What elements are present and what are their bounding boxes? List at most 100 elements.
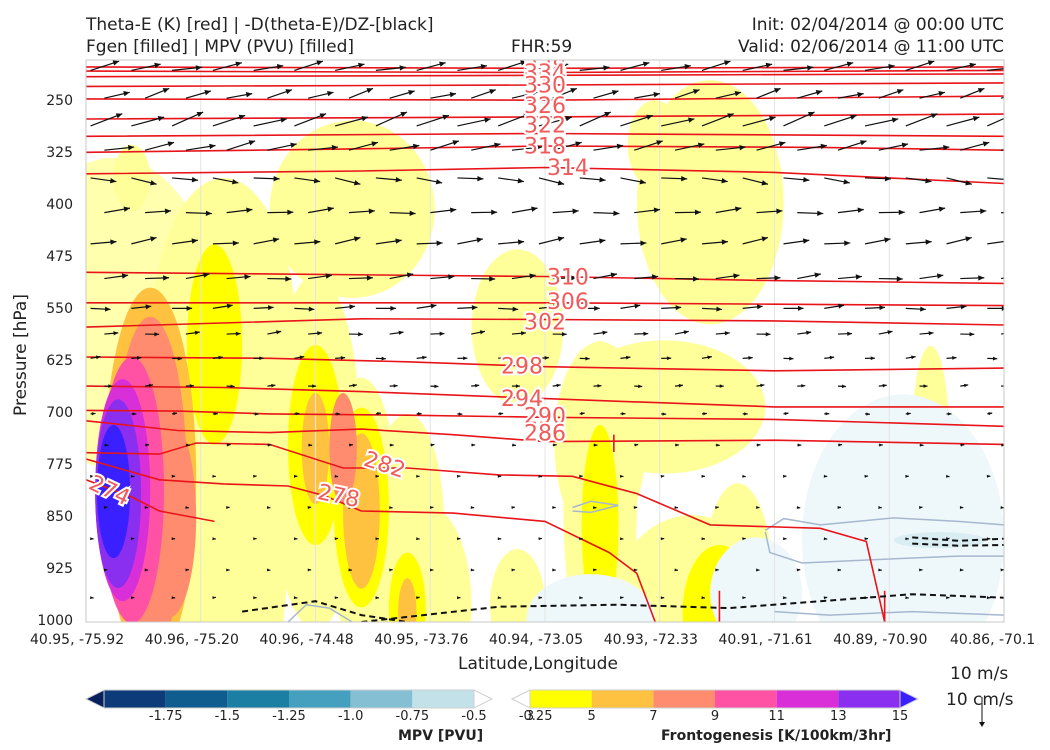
y-tick-label: 775 <box>46 456 73 473</box>
wind-vector-head <box>497 596 502 600</box>
wind-vector-head <box>742 596 746 600</box>
wind-vector-head <box>619 596 624 600</box>
wind-vector-head <box>651 274 659 280</box>
wind-vector-head <box>693 89 700 95</box>
wind-vector-head <box>878 505 882 510</box>
wind-vector-head <box>196 112 204 117</box>
dtheta-dz-contour <box>912 536 1004 542</box>
wind-vector-head <box>470 568 475 572</box>
colorbar-tick: -1.5 <box>214 709 241 724</box>
wind-vector-head <box>633 568 638 572</box>
wind-vector-head <box>235 331 241 336</box>
wind-vector-head <box>923 384 928 388</box>
wind-vector-head <box>416 596 420 600</box>
wind-vector-head <box>1000 568 1004 572</box>
wind-vector-head <box>850 114 857 120</box>
wind-vector-head <box>715 506 719 510</box>
wind-vector-head <box>123 206 130 212</box>
wind-vector-head <box>765 62 773 69</box>
frontogenesis-fill <box>370 413 445 622</box>
wind-vector-head <box>864 596 869 600</box>
wind-vector-head <box>616 143 624 150</box>
wind-vector-head <box>919 568 923 572</box>
wind-vector-head <box>1001 443 1004 447</box>
wind-vector-head <box>212 596 216 600</box>
wind-vector-head <box>90 596 94 600</box>
wind-vector-head <box>173 412 178 416</box>
wind-vector-head <box>267 443 272 447</box>
wind-vector-head <box>988 412 993 416</box>
wind-vector-head <box>972 116 980 122</box>
theta-e-label: 338 <box>524 55 566 80</box>
wind-vector-head <box>666 356 672 361</box>
wind-vector-head <box>112 60 120 66</box>
mpv-contour <box>287 603 353 622</box>
dtheta-dz-contour <box>912 542 1004 547</box>
wind-vector-head <box>353 180 361 186</box>
wind-vector-head <box>643 331 649 336</box>
wind-vector-head <box>756 568 760 572</box>
wind-vector-head <box>121 273 129 279</box>
wind-vector-head <box>361 116 368 122</box>
wind-vector-head <box>927 60 935 66</box>
wind-vector-head <box>579 537 583 541</box>
wind-vector-head <box>244 274 251 280</box>
colorbar-tick: 15 <box>891 709 909 724</box>
wind-vector-head <box>195 65 202 71</box>
wind-vector-head <box>946 537 950 541</box>
wind-vector-head <box>399 65 406 71</box>
wind-vector-head <box>235 61 242 67</box>
wind-vector-head <box>864 474 868 478</box>
wind-vector-head <box>452 140 459 146</box>
wind-vector-head <box>959 568 964 572</box>
wind-vector-head <box>599 177 606 183</box>
wind-vector-head <box>287 209 294 215</box>
wind-vector-head <box>660 596 665 600</box>
wind-vector-head <box>943 145 950 151</box>
y-tick-label: 1000 <box>37 613 73 629</box>
wind-vector-head <box>1001 305 1004 311</box>
wind-vector-head <box>1018 272 1024 277</box>
wind-vector-head <box>280 117 287 123</box>
wind-vector-head <box>684 63 691 70</box>
wind-vector-head <box>660 474 665 478</box>
wind-vector-head <box>783 474 787 478</box>
wind-vector-head <box>512 443 516 447</box>
wind-vector-head <box>474 383 480 388</box>
wind-vector-head <box>982 141 990 147</box>
wind-vector-head <box>789 356 794 361</box>
wind-vector-head <box>340 356 346 360</box>
plot-frame <box>85 59 1005 623</box>
wind-vector <box>987 117 1004 127</box>
wind-vector-head <box>1012 112 1019 117</box>
colorbar-tick: 7 <box>649 709 658 724</box>
mpv-fill <box>893 532 986 549</box>
wind-vector-head <box>776 208 783 214</box>
wind-vector-head <box>191 238 198 244</box>
x-tick-label: 40.89, -70.90 <box>833 632 928 648</box>
wind-vector-head <box>429 506 434 510</box>
wind-vector-head <box>226 568 230 572</box>
wind-vector-head <box>742 537 746 541</box>
wind-vector-head <box>580 412 585 416</box>
wind-vector-head <box>186 443 190 447</box>
wind-vector-head <box>331 145 338 151</box>
wind-vector-head <box>489 89 496 95</box>
wind-vector-head <box>857 207 864 213</box>
y-tick-label: 550 <box>46 300 73 317</box>
wind-vector-head <box>497 537 502 541</box>
theta-e-label: 306 <box>547 290 589 315</box>
wind-vector-head <box>471 305 478 311</box>
wind-vector-head <box>829 355 835 360</box>
wind-vector-head <box>734 91 742 97</box>
x-tick-label: 40.96, -74.48 <box>259 632 354 648</box>
wind-vector-head <box>171 537 176 541</box>
wind-vector-head <box>471 443 476 447</box>
wind-vector-head <box>761 236 768 242</box>
wind-vector-head <box>325 273 332 279</box>
wind-vector-head <box>517 239 525 245</box>
wind-vector-head <box>349 304 356 310</box>
wind-vector-head <box>540 412 544 416</box>
wind-vector-head <box>938 91 945 97</box>
wind-vector-head <box>888 63 895 70</box>
